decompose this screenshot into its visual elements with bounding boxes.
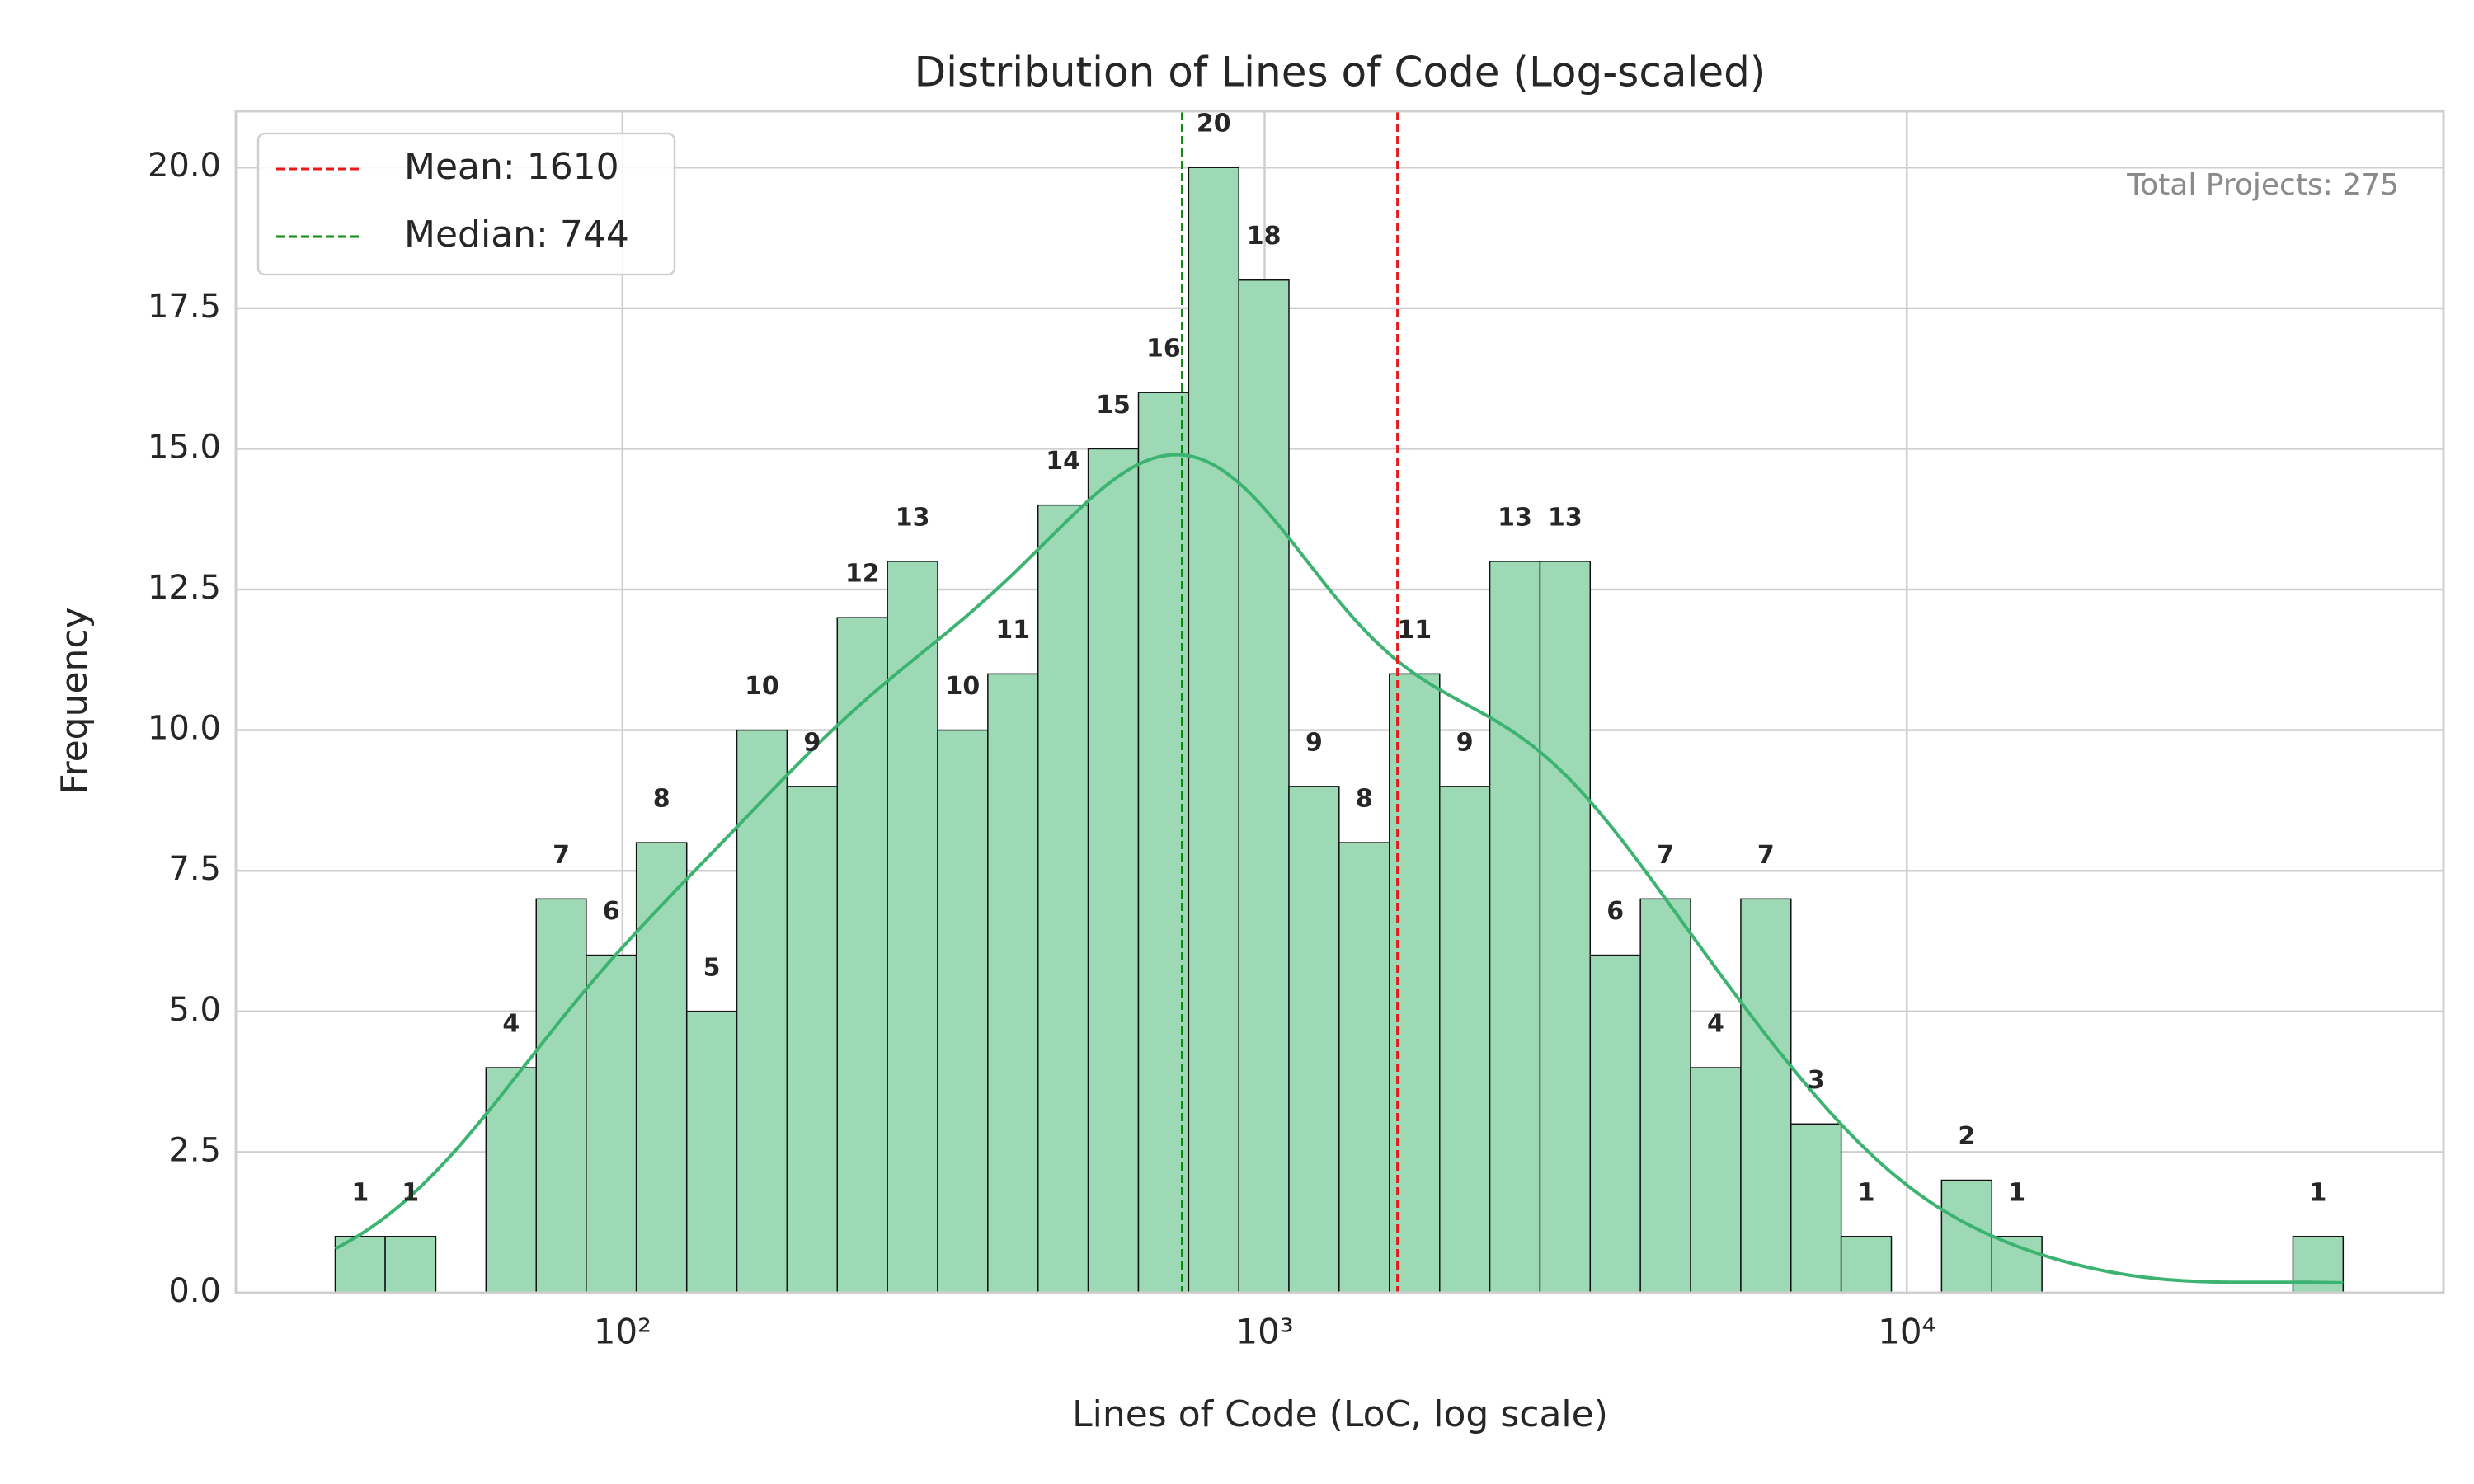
y-tick-label: 10.0 [148, 710, 221, 748]
bar [1439, 786, 1491, 1294]
data-label: 4 [502, 1010, 520, 1039]
data-label: 16 [1146, 335, 1181, 364]
data-label: 15 [1096, 391, 1131, 420]
bar [1740, 898, 1792, 1294]
bar [1589, 954, 1641, 1294]
data-label: 4 [1707, 1010, 1724, 1039]
bar [1338, 842, 1390, 1294]
data-label: 12 [845, 560, 880, 589]
bar [1790, 1123, 1842, 1294]
data-label: 6 [603, 897, 620, 926]
data-label: 2 [1958, 1122, 1975, 1151]
bar [1639, 898, 1691, 1294]
data-label: 7 [553, 841, 570, 870]
bar [685, 1011, 738, 1294]
data-label: 9 [1305, 728, 1323, 757]
bar [1238, 279, 1290, 1294]
bar [384, 1236, 437, 1294]
y-tick-label: 17.5 [148, 288, 221, 326]
y-axis-title: Frequency [54, 607, 96, 794]
data-label: 7 [1657, 841, 1674, 870]
data-label: 9 [803, 728, 821, 757]
data-label: 1 [402, 1178, 419, 1207]
bar [786, 786, 839, 1294]
bar [1188, 167, 1239, 1294]
bar [937, 729, 989, 1294]
x-tick-label: 10⁴ [1878, 1312, 1935, 1352]
data-label: 7 [1757, 841, 1775, 870]
y-tick-label: 2.5 [168, 1131, 221, 1169]
bar [635, 842, 688, 1294]
y-tick-label: 12.5 [148, 569, 221, 607]
bar [485, 1067, 537, 1294]
bar [535, 898, 587, 1294]
data-label: 20 [1197, 110, 1231, 139]
legend-label: Mean: 1610 [404, 146, 619, 188]
data-label: 8 [653, 785, 670, 814]
plot-frame [234, 110, 2445, 1294]
chart-title: Distribution of Lines of Code (Log-scale… [915, 49, 1766, 96]
data-label: 6 [1606, 897, 1624, 926]
bar [736, 729, 788, 1294]
bar [1539, 561, 1592, 1294]
bar [1940, 1179, 1993, 1294]
y-tick-label: 0.0 [168, 1272, 221, 1310]
bar [1489, 561, 1541, 1294]
y-tick-label: 20.0 [148, 147, 221, 185]
y-tick-label: 5.0 [168, 991, 221, 1029]
x-tick-label: 10² [594, 1312, 651, 1352]
y-tick-label: 15.0 [148, 428, 221, 466]
bar [1087, 448, 1140, 1294]
bar [1288, 786, 1340, 1294]
legend-box [256, 132, 676, 276]
data-label: 1 [2008, 1178, 2025, 1207]
data-label: 11 [1397, 616, 1432, 645]
bar [887, 561, 938, 1294]
data-label: 14 [1046, 447, 1080, 476]
kde-curve [334, 453, 2344, 1284]
bar [1137, 392, 1190, 1294]
data-label: 10 [745, 672, 779, 701]
bar [1840, 1236, 1893, 1294]
data-label: 8 [1356, 785, 1373, 814]
data-label: 1 [351, 1178, 369, 1207]
bar [1690, 1067, 1742, 1294]
x-axis-title: Lines of Code (LoC, log scale) [1072, 1393, 1608, 1435]
data-label: 13 [1498, 503, 1532, 532]
bar [987, 673, 1039, 1294]
annotation: Total Projects: 275 [2126, 168, 2399, 202]
data-label: 3 [1808, 1066, 1825, 1095]
data-label: 10 [946, 672, 981, 701]
x-tick-label: 10³ [1235, 1312, 1293, 1352]
data-label: 9 [1456, 728, 1474, 757]
bar [586, 954, 637, 1294]
bar [1037, 504, 1089, 1294]
data-label: 13 [1548, 503, 1583, 532]
legend-label: Median: 744 [404, 214, 629, 256]
y-tick-label: 7.5 [168, 850, 221, 888]
data-label: 18 [1247, 222, 1282, 251]
data-label: 11 [995, 616, 1030, 645]
data-label: 1 [1858, 1178, 1875, 1207]
data-label: 13 [896, 503, 930, 532]
data-label: 1 [2309, 1178, 2326, 1207]
data-label: 5 [703, 953, 721, 982]
